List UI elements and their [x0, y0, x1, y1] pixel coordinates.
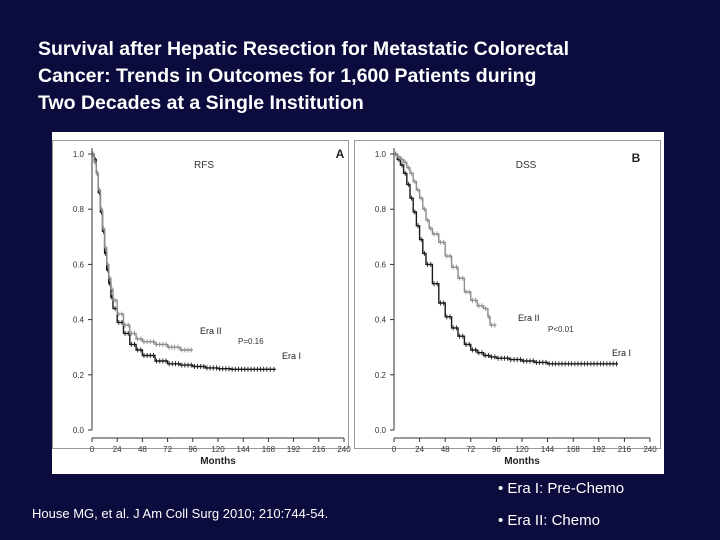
- x-tick-label: 96: [492, 445, 501, 454]
- x-tick-label: 120: [515, 445, 529, 454]
- series-label: Era II: [518, 313, 540, 323]
- x-tick-label: 144: [237, 445, 251, 454]
- series-era-ii: [92, 151, 193, 353]
- x-tick-label: 192: [592, 445, 606, 454]
- y-tick-label: 0.0: [375, 426, 387, 435]
- x-tick-label: 24: [415, 445, 424, 454]
- y-tick-label: 1.0: [73, 150, 85, 159]
- chart-panel-b: [354, 140, 661, 449]
- x-tick-label: 168: [567, 445, 581, 454]
- km-curve-era-ii: [92, 153, 193, 351]
- panel-letter: B: [632, 151, 641, 165]
- p-value-annotation: P=0.16: [238, 337, 264, 346]
- y-tick-label: 0.4: [73, 316, 85, 325]
- x-tick-label: 0: [90, 445, 95, 454]
- chart-title: DSS: [516, 160, 537, 171]
- y-tick-label: 0.8: [73, 205, 85, 214]
- y-tick-label: 0.0: [73, 426, 85, 435]
- chart-panel-a: [52, 140, 349, 449]
- y-tick-label: 0.6: [375, 260, 387, 269]
- y-tick-label: 0.4: [375, 316, 387, 325]
- x-tick-label: 144: [541, 445, 555, 454]
- chart-title: RFS: [194, 160, 214, 171]
- km-curve-era-i: [92, 153, 276, 370]
- x-tick-label: 216: [312, 445, 326, 454]
- km-curve-era-i: [394, 153, 618, 365]
- x-tick-label: 72: [466, 445, 475, 454]
- y-tick-label: 0.8: [375, 205, 387, 214]
- series-label: Era I: [282, 351, 301, 361]
- plot-frame: [52, 140, 349, 449]
- x-tick-label: 48: [138, 445, 147, 454]
- x-tick-label: 24: [113, 445, 122, 454]
- x-tick-label: 120: [211, 445, 225, 454]
- legend-note-era-i: • Era I: Pre-Chemo: [498, 480, 625, 497]
- x-tick-label: 48: [441, 445, 450, 454]
- p-value-annotation: P<0.01: [548, 325, 574, 334]
- survival-figure-svg: 0.0 0.2 0.4 0.6 0.8 1.0 0 24 48 72 96 120 144 168 192 2…: [52, 140, 661, 467]
- x-axis-label: Months: [504, 456, 540, 467]
- citation: House MG, et al. J Am Coll Surg 2010; 21…: [32, 506, 329, 521]
- y-tick-label: 0.2: [375, 371, 387, 380]
- y-tick-label: 1.0: [375, 150, 387, 159]
- plot-frame: [354, 140, 661, 449]
- x-tick-label: 0: [392, 445, 397, 454]
- x-tick-label: 216: [618, 445, 632, 454]
- slide-title-line-2: Cancer: Trends in Outcomes for 1,600 Pat…: [38, 65, 537, 87]
- y-tick-label: 0.2: [73, 371, 85, 380]
- x-tick-label: 72: [163, 445, 172, 454]
- series-era-i: [394, 151, 618, 367]
- series-label: Era II: [200, 326, 222, 336]
- series-era-ii: [394, 151, 497, 328]
- y-tick-label: 0.6: [73, 260, 85, 269]
- x-tick-label: 168: [262, 445, 276, 454]
- x-axis-label: Months: [200, 456, 236, 467]
- km-curve-era-ii: [394, 153, 497, 326]
- slide-title-line-3: Two Decades at a Single Institution: [38, 92, 364, 114]
- x-tick-label: 240: [643, 445, 657, 454]
- survival-figure: 0.0 0.2 0.4 0.6 0.8 1.0 0 24 48 72 96 120 144 168 192 2…: [52, 132, 664, 474]
- series-label: Era I: [612, 348, 631, 358]
- legend-note-era-ii: • Era II: Chemo: [498, 512, 600, 529]
- slide-title: Survival after Hepatic Resection for Met…: [38, 36, 698, 117]
- slide-title-line-1: Survival after Hepatic Resection for Met…: [38, 38, 570, 60]
- x-tick-label: 240: [337, 445, 351, 454]
- x-tick-label: 96: [188, 445, 197, 454]
- x-tick-label: 192: [287, 445, 301, 454]
- panel-letter: A: [336, 147, 345, 161]
